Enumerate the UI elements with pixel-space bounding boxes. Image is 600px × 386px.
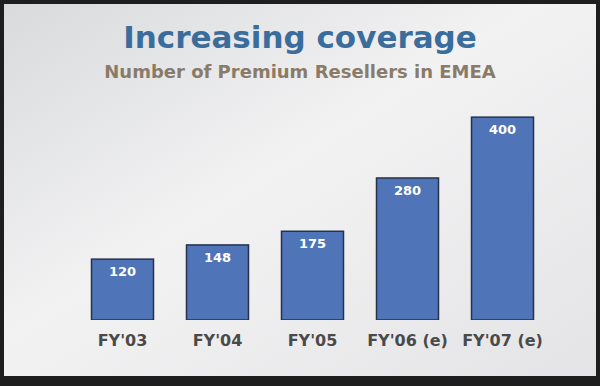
data-label: 400 <box>489 122 516 137</box>
bar <box>92 259 154 320</box>
slide: Increasing coverage Number of Premium Res… <box>0 0 600 386</box>
bar <box>377 178 439 320</box>
labels: 120 FY'03 148 FY'04 175 FY'05 280 FY'06 (e) 400 F… <box>98 122 543 350</box>
category-label: FY'04 <box>193 331 243 350</box>
bar <box>187 245 249 320</box>
bars <box>92 117 534 320</box>
data-label: 148 <box>204 250 231 265</box>
category-label: FY'05 <box>288 331 338 350</box>
bar <box>282 231 344 320</box>
category-label: FY'03 <box>98 331 148 350</box>
category-label: FY'06 (e) <box>367 331 448 350</box>
chart: Increasing coverage Number of Premium Res… <box>0 0 600 386</box>
data-label: 280 <box>394 183 421 198</box>
bar <box>472 117 534 320</box>
title: Increasing coverage <box>123 19 477 55</box>
data-label: 175 <box>299 236 326 251</box>
data-label: 120 <box>109 264 136 279</box>
category-label: FY'07 (e) <box>462 331 543 350</box>
slide-surface <box>4 4 596 376</box>
subtitle: Number of Premium Resellers in EMEA <box>104 61 496 82</box>
